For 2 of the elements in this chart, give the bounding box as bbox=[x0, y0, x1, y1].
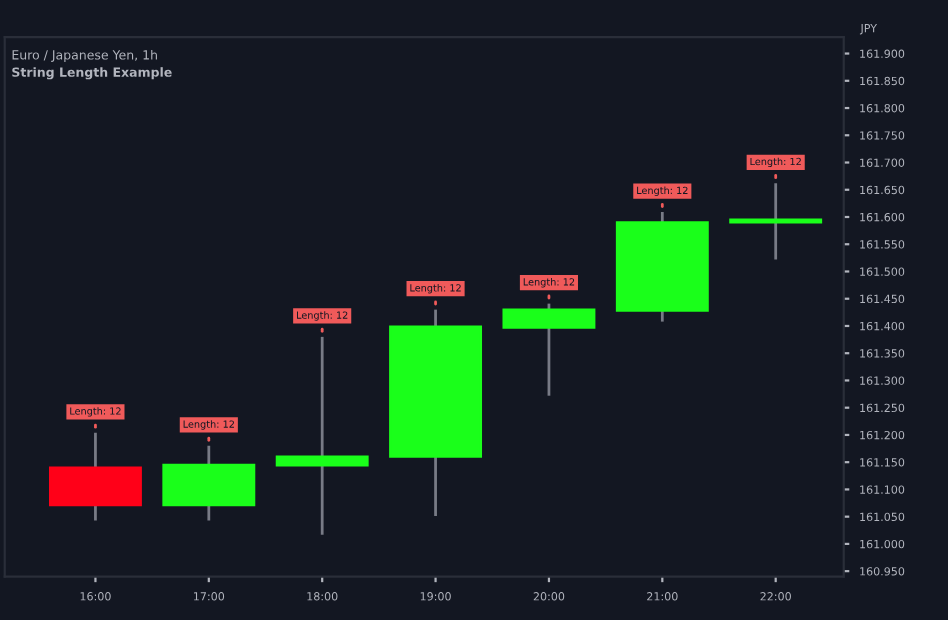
candlestick bbox=[729, 181, 823, 261]
candlestick bbox=[275, 335, 369, 537]
